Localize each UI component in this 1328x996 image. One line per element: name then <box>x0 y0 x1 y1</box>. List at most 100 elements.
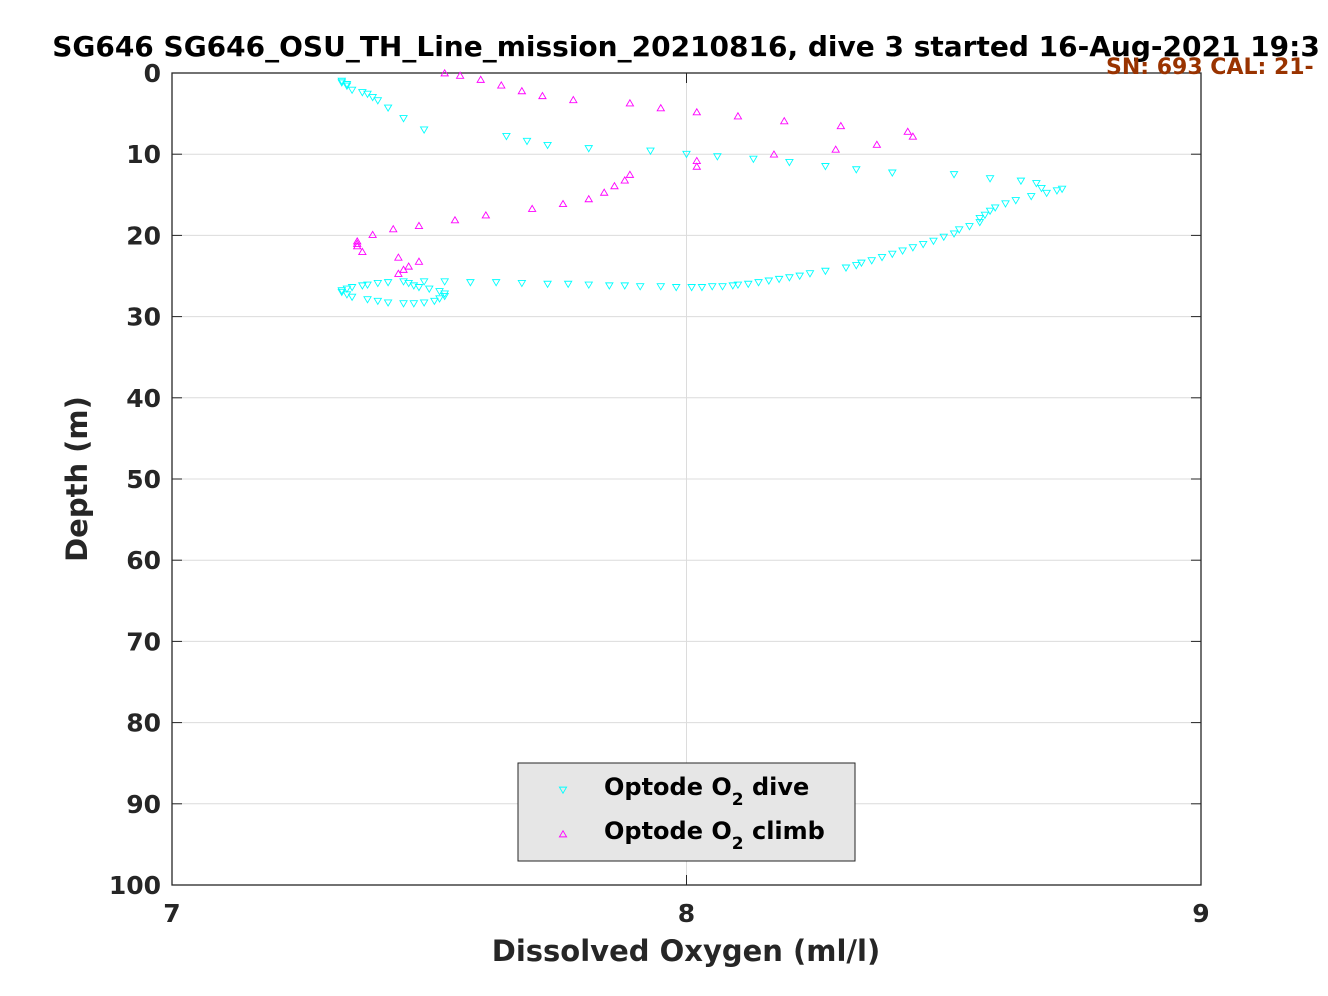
dive-point <box>1052 187 1062 195</box>
dive-point <box>1026 193 1036 201</box>
climb-point <box>903 127 913 135</box>
dive-point <box>887 169 897 178</box>
climb-point <box>414 257 424 265</box>
dive-point <box>491 279 501 287</box>
dive-point <box>414 284 424 292</box>
dive-point <box>347 284 357 292</box>
dive-point <box>430 297 439 306</box>
climb-point <box>692 162 702 170</box>
climb-point <box>450 215 460 224</box>
dive-point <box>399 115 408 123</box>
dive-point <box>409 282 419 290</box>
climb-point <box>368 230 378 238</box>
dive-point <box>347 293 357 302</box>
dive-point <box>383 279 393 287</box>
dive-point <box>419 299 429 307</box>
dive-point <box>383 299 393 307</box>
climb-point <box>779 116 789 125</box>
dive-point <box>805 270 815 278</box>
dive-point <box>440 278 450 286</box>
dive-point <box>1011 197 1021 205</box>
dive-point <box>671 284 681 292</box>
dive-point <box>851 262 861 270</box>
climb-point <box>568 95 578 104</box>
dive-point <box>635 283 645 291</box>
dive-point <box>373 297 383 306</box>
y-tick-label: 70 <box>126 627 161 656</box>
y-tick-label: 80 <box>126 709 161 738</box>
climb-point <box>517 86 527 95</box>
plot-frame <box>171 72 1202 886</box>
dive-point <box>424 285 434 294</box>
dive-point <box>543 280 552 289</box>
dive-point <box>898 247 907 255</box>
dive-point <box>404 279 414 288</box>
dive-point <box>440 292 450 301</box>
climb-point <box>399 265 408 273</box>
dive-point <box>748 155 758 164</box>
dive-point <box>887 250 897 259</box>
dive-point <box>1057 185 1067 194</box>
y-axis-label: Depth (m) <box>60 396 94 562</box>
dive-point <box>1031 180 1041 188</box>
dive-point <box>347 86 357 95</box>
x-tick-label: 9 <box>1192 899 1209 928</box>
dive-point <box>774 275 784 284</box>
dive-point <box>357 282 367 290</box>
y-tick-label: 100 <box>109 871 161 900</box>
climb-point <box>393 269 403 277</box>
climb-point <box>404 262 414 270</box>
legend-box <box>517 762 856 862</box>
dive-point <box>604 282 614 290</box>
dive-point <box>707 283 717 291</box>
dive-point <box>409 300 419 308</box>
y-tick-label: 40 <box>126 384 161 413</box>
climb-point <box>656 103 666 112</box>
chart-title: SG646 SG646_OSU_TH_Line_mission_20210816… <box>52 30 1320 63</box>
climb-point <box>908 132 918 140</box>
dive-point <box>1037 184 1046 193</box>
dive-point <box>383 104 393 113</box>
dive-point <box>743 280 753 289</box>
legend-climb-tail: climb <box>744 817 825 845</box>
legend-marker-climb <box>558 829 568 838</box>
dive-point <box>975 219 985 227</box>
dive-point <box>1042 189 1052 198</box>
climb-point <box>625 170 635 178</box>
dive-point <box>728 282 738 290</box>
dive-point <box>342 81 352 89</box>
climb-point <box>357 247 367 255</box>
legend-climb-marker <box>558 829 568 838</box>
dive-point <box>949 171 959 179</box>
y-tick-label: 60 <box>126 546 161 575</box>
climb-point <box>476 75 486 83</box>
legend-marker-dive <box>558 786 568 795</box>
dive-point <box>419 126 429 134</box>
dive-point <box>718 283 727 291</box>
climb-point <box>414 221 424 229</box>
dive-point <box>620 282 630 290</box>
dive-point <box>522 137 532 146</box>
calibration-annotation: SN: 693 CAL: 21- <box>1106 55 1314 80</box>
legend-climb-subscript: 2 <box>732 834 744 854</box>
dive-point <box>821 267 830 276</box>
y-tick-label: 0 <box>144 59 161 88</box>
dive-point <box>399 300 408 308</box>
climb-point <box>769 150 779 158</box>
dive-point <box>877 253 887 262</box>
legend: Optode O2 dive Optode O2 climb <box>517 762 856 862</box>
climb-point <box>584 194 594 203</box>
dive-point <box>584 281 594 290</box>
dive-point <box>682 150 691 159</box>
legend-dive-marker <box>558 786 568 795</box>
dive-point <box>841 264 851 273</box>
series-optode-o2-climb <box>352 68 918 277</box>
y-tick-labels: 0 10 20 30 40 50 60 70 80 90 100 <box>109 59 161 900</box>
dive-point <box>337 287 347 295</box>
dive-point <box>712 153 722 161</box>
climb-point <box>352 241 362 250</box>
dive-point <box>821 163 830 171</box>
climb-point <box>440 68 450 77</box>
dive-point <box>363 296 372 304</box>
